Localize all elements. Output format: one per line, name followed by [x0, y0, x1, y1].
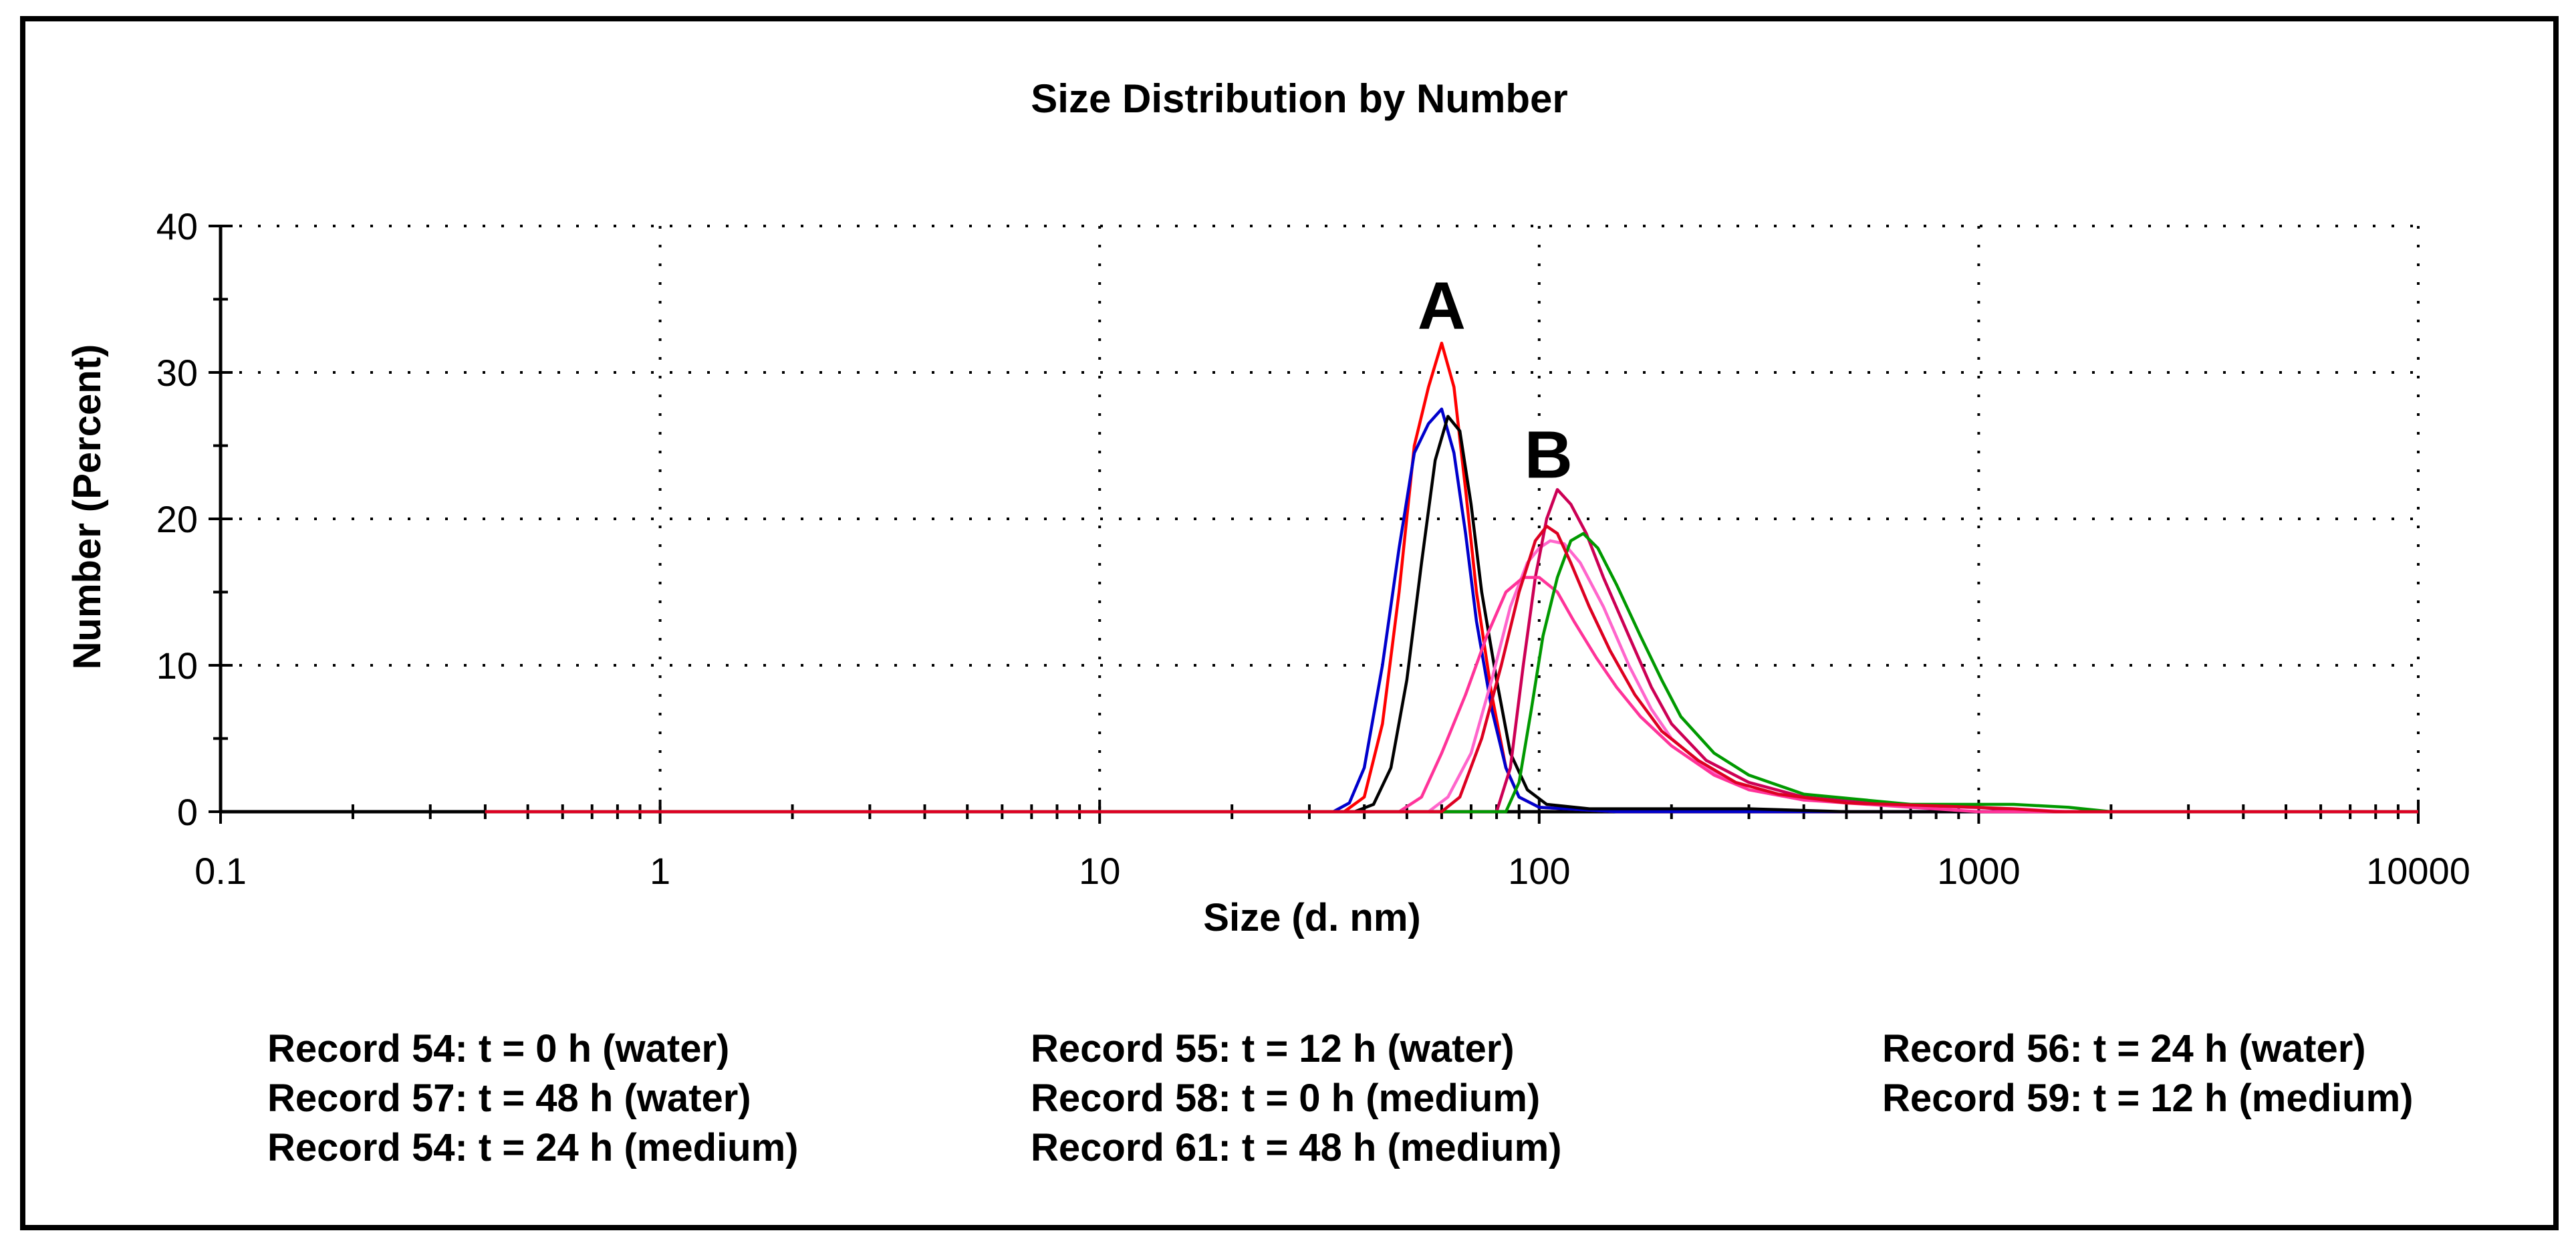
legend-entry: Record 57: t = 48 h (water): [267, 1076, 751, 1120]
legend-entry: Record 54: t = 0 h (water): [267, 1027, 729, 1070]
tick-labels: 0.1 1 10 100 1000 10000 0 10 20 30 40: [156, 205, 2470, 892]
x-tick-label: 1: [650, 850, 670, 892]
chart-title: Size Distribution by Number: [1031, 76, 1567, 121]
peak-label-b: B: [1525, 418, 1573, 493]
legend: Record 54: t = 0 h (water) Record 55: t =…: [267, 1027, 2413, 1169]
x-tick-label: 100: [1508, 850, 1570, 892]
legend-entry: Record 54: t = 24 h (medium): [267, 1126, 798, 1169]
series-line: [485, 524, 2418, 814]
series-line: [485, 576, 2418, 814]
legend-entry: Record 58: t = 0 h (medium): [1031, 1076, 1540, 1120]
series-lines: [485, 341, 2418, 814]
x-tick-label: 0.1: [195, 850, 247, 892]
series-line: [485, 415, 2418, 814]
y-tick-label: 30: [156, 352, 198, 394]
grid-lines: [221, 225, 2420, 812]
series-line: [485, 532, 2418, 814]
legend-entry: Record 55: t = 12 h (water): [1031, 1027, 1515, 1070]
y-tick-label: 0: [177, 791, 198, 833]
x-tick-label: 1000: [1937, 850, 2021, 892]
x-tick-label: 10: [1079, 850, 1120, 892]
y-tick-label: 10: [156, 645, 198, 687]
x-axis-label: Size (d. nm): [1203, 896, 1420, 939]
legend-entry: Record 61: t = 48 h (medium): [1031, 1126, 1561, 1169]
x-tick-label: 10000: [2366, 850, 2470, 892]
y-axis-label: Number (Percent): [66, 344, 109, 670]
y-tick-label: 40: [156, 205, 198, 247]
peak-label-a: A: [1418, 268, 1466, 343]
peak-annotations: AB: [1418, 268, 1573, 492]
series-line: [485, 407, 2418, 814]
chart-frame: [20, 16, 2559, 1230]
legend-entry: Record 56: t = 24 h (water): [1882, 1027, 2366, 1070]
legend-entry: Record 59: t = 12 h (medium): [1882, 1076, 2413, 1120]
y-tick-label: 20: [156, 498, 198, 540]
